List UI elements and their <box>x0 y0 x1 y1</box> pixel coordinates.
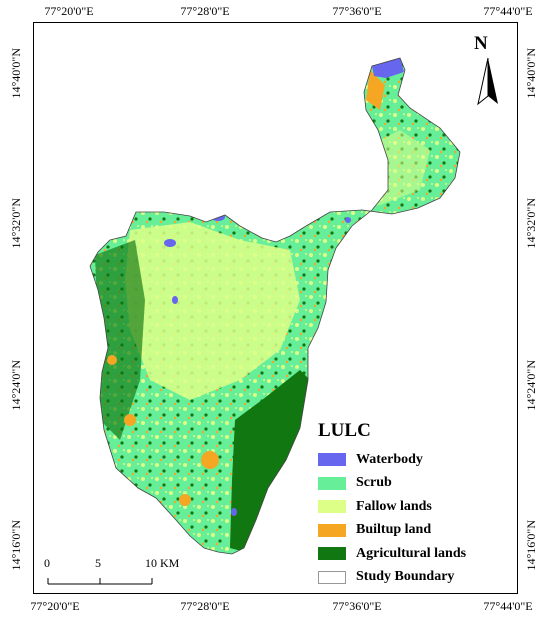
scale-label-5: 5 <box>95 556 101 570</box>
legend-label-builtup-land: Builtup land <box>356 522 432 538</box>
builtup-land-patch-1 <box>201 451 219 469</box>
agricultural-lands-west <box>95 240 145 440</box>
study-boundary-outline <box>89 57 461 555</box>
north-label: N <box>474 33 488 54</box>
legend-item-agricultural-lands: Agricultural lands <box>318 542 508 566</box>
bottom-longitude-label-1: 77°20'0"E <box>30 599 80 613</box>
top-longitude-label-4: 77°44'0"E <box>483 4 533 18</box>
scale-label-10: 10 KM <box>145 556 180 570</box>
top-longitude-label-3: 77°36'0"E <box>332 4 382 18</box>
legend-swatch-fallow-lands <box>318 500 346 514</box>
top-longitude-label-2: 77°28'0"E <box>180 4 230 18</box>
legend-item-scrub: Scrub <box>318 472 508 496</box>
legend-item-fallow-lands: Fallow lands <box>318 495 508 519</box>
legend-label-study-boundary: Study Boundary <box>356 569 455 585</box>
scale-bar-line <box>47 578 153 585</box>
legend-item-builtup-land: Builtup land <box>318 519 508 543</box>
legend-item-study-boundary: Study Boundary <box>318 566 508 590</box>
legend-title: LULC <box>318 420 371 441</box>
legend-swatch-study-boundary <box>318 570 346 584</box>
builtup-land-north <box>366 70 385 110</box>
waterbody-3 <box>172 296 178 304</box>
legend-label-agricultural-lands: Agricultural lands <box>356 545 467 561</box>
top-longitude-label-1: 77°20'0"E <box>44 4 94 18</box>
legend-label-waterbody: Waterbody <box>356 451 423 467</box>
north-arrow-icon <box>477 57 498 106</box>
waterbody-north <box>372 58 404 78</box>
bottom-longitude-label-4: 77°44'0"E <box>483 599 533 613</box>
legend-swatch-builtup-land <box>318 523 346 537</box>
fallow-lands-area <box>125 222 300 400</box>
bottom-longitude-label-3: 77°36'0"E <box>332 599 382 613</box>
legend-swatch-waterbody <box>318 453 346 467</box>
legend-swatch-agricultural-lands <box>318 547 346 561</box>
builtup-land-patch-5 <box>107 355 117 365</box>
legend: LULC Waterbody Scrub Fallow lands Builtu… <box>318 420 508 589</box>
scale-label-0: 0 <box>44 556 50 570</box>
agricultural-lands-southeast <box>230 370 310 552</box>
waterbody-2 <box>164 239 176 247</box>
builtup-land-patch-2 <box>179 494 191 506</box>
legend-label-scrub: Scrub <box>356 475 392 491</box>
waterbody-4 <box>345 217 351 223</box>
waterbody-5 <box>231 508 237 516</box>
builtup-land-patch-4 <box>310 205 320 215</box>
bottom-longitude-label-2: 77°28'0"E <box>180 599 230 613</box>
legend-label-fallow-lands: Fallow lands <box>356 498 432 514</box>
legend-item-waterbody: Waterbody <box>318 448 508 472</box>
builtup-land-patch-3 <box>124 414 136 426</box>
legend-swatch-scrub <box>318 476 346 490</box>
